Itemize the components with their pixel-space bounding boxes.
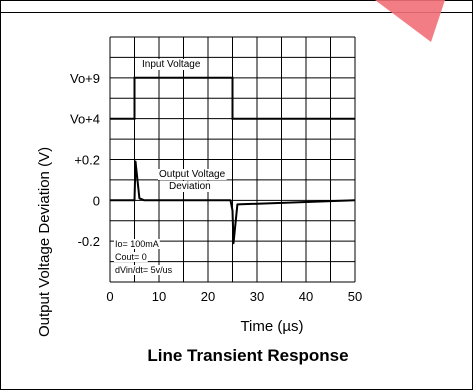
output-voltage-label-line2-backdrop bbox=[168, 181, 212, 192]
x-tick-label: 30 bbox=[250, 289, 264, 304]
input-voltage-label: Input Voltage bbox=[142, 59, 201, 70]
y-tick-label: -0.2 bbox=[78, 234, 100, 249]
condition-label-backdrop bbox=[114, 265, 174, 275]
condition-label: Io= 100mA bbox=[115, 239, 159, 249]
condition-label-backdrop bbox=[114, 252, 148, 262]
y-tick-label: Vo+9 bbox=[70, 71, 100, 86]
x-tick-label: 0 bbox=[106, 289, 113, 304]
output-voltage-label-line2: Deviation bbox=[169, 181, 211, 192]
output-voltage-label-line1: Output Voltage bbox=[159, 169, 226, 180]
series-output-deviation bbox=[110, 160, 356, 245]
y-tick-label: +0.2 bbox=[74, 153, 100, 168]
y-tick-label: 0 bbox=[93, 193, 100, 208]
x-axis-title: Time (µs) bbox=[240, 318, 303, 335]
condition-label: Cout= 0 bbox=[115, 252, 147, 262]
x-tick-label: 50 bbox=[348, 289, 362, 304]
y-tick-label: Vo+4 bbox=[70, 112, 100, 127]
condition-label: dVin/dt= 5v/us bbox=[115, 265, 173, 275]
chart-title: Line Transient Response bbox=[147, 346, 348, 365]
series-input-voltage bbox=[110, 76, 355, 120]
text-layer: Vo+9 Vo+4 +0.2 0 -0.2 0 10 20 30 40 50 Input Voltag… bbox=[36, 59, 362, 365]
series-layer bbox=[110, 76, 356, 245]
input-voltage-label-backdrop bbox=[141, 59, 202, 70]
x-tick-label: 20 bbox=[201, 289, 215, 304]
y-axis-title: Output Voltage Deviation (V) bbox=[36, 147, 53, 337]
output-voltage-label-line1-backdrop bbox=[158, 169, 227, 180]
x-tick-label: 10 bbox=[152, 289, 166, 304]
corner-mark-shape bbox=[375, 0, 445, 42]
condition-label-backdrop bbox=[114, 239, 160, 249]
x-tick-label: 40 bbox=[299, 289, 313, 304]
header-rule bbox=[0, 12, 473, 13]
